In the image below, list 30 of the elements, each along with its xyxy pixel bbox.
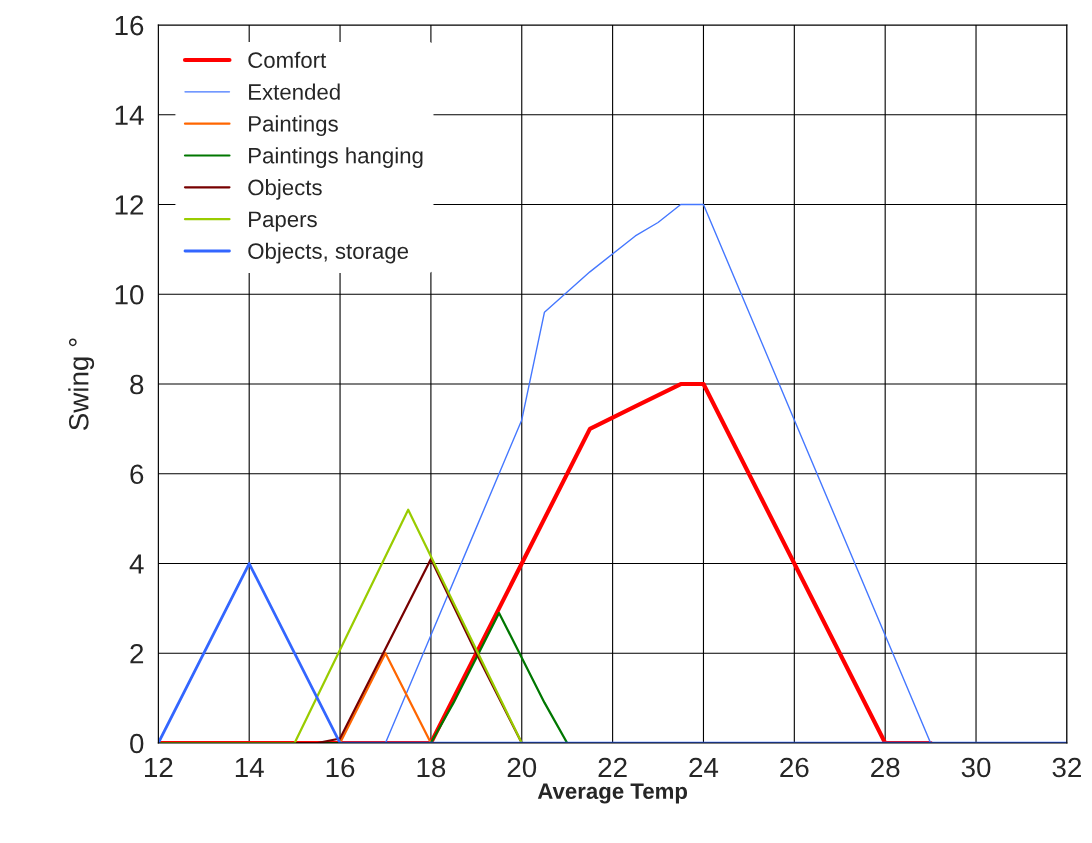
x-tick-label: 32 [1052,757,1081,778]
x-tick-label: 24 [689,757,719,778]
x-tick-label: 12 [145,757,173,778]
y-tick-label: 4 [129,554,144,574]
x-tick-label: 14 [235,757,264,778]
x-tick-label: 26 [780,757,809,778]
x-tick-label: 18 [417,757,446,778]
legend-label: Paintings [249,115,338,137]
y-axis-title: Swing ° [68,338,95,431]
legend-label: Comfort [248,51,327,69]
legend-label: Papers [249,211,317,232]
y-tick-label: 8 [130,374,144,395]
legend-label: Objects, storage [248,242,409,264]
x-tick-label: 16 [326,757,355,778]
y-tick-label: 6 [130,464,144,485]
y-tick-label: 10 [115,284,144,305]
x-tick-label: 20 [507,757,537,778]
x-tick-label: 30 [961,757,991,778]
x-tick-label: 22 [598,757,627,778]
y-tick-label: 12 [115,195,144,215]
y-tick-label: 0 [130,733,144,754]
legend-label: Extended [249,83,340,100]
y-tick-label: 14 [115,105,144,125]
x-tick-label: 28 [871,757,900,778]
x-axis-title: Average Temp [537,783,688,804]
y-tick-label: 2 [130,643,144,664]
legend-label: Objects [248,179,322,200]
line-series [158,381,933,744]
legend-label: Paintings hanging [249,147,423,168]
y-tick-label: 16 [115,15,144,36]
